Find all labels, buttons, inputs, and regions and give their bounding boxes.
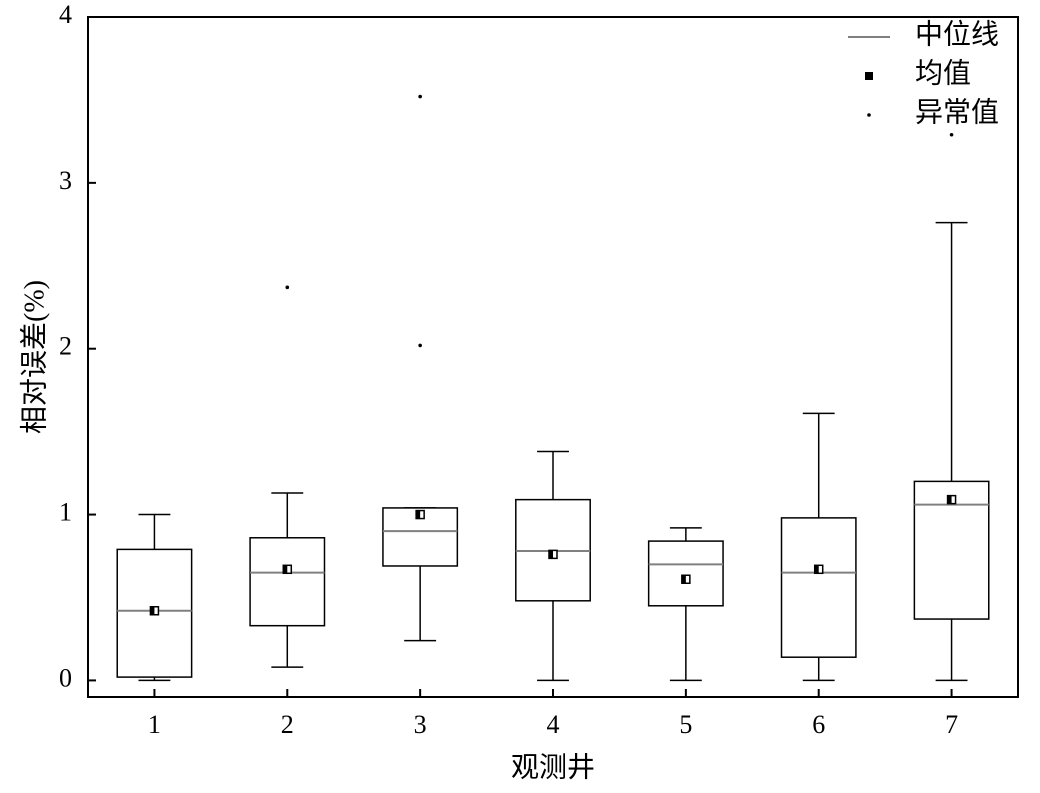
legend-label: 中位线 [915, 18, 999, 50]
y-tick-label: 2 [59, 332, 72, 361]
mean-marker [415, 509, 425, 520]
legend-outlier-swatch [867, 113, 871, 117]
mean-marker [946, 494, 957, 505]
mean-marker [548, 549, 558, 560]
x-tick-label: 4 [547, 710, 560, 739]
outlier [418, 343, 422, 348]
x-tick-label: 6 [812, 710, 825, 739]
x-axis-label: 观测井 [511, 751, 595, 783]
legend-label: 异常值 [915, 96, 999, 128]
x-tick-label: 2 [281, 710, 294, 739]
mean-marker [681, 574, 691, 584]
mean-marker [282, 564, 293, 575]
y-tick-label: 3 [59, 166, 72, 195]
mean-marker [149, 606, 160, 616]
legend-label: 均值 [915, 57, 971, 89]
y-axis-label: 相对误差(%) [18, 280, 50, 434]
x-tick-label: 7 [945, 710, 958, 739]
mean-marker [813, 564, 824, 575]
outlier [285, 285, 290, 290]
y-tick-label: 1 [59, 498, 72, 527]
outlier [949, 132, 954, 137]
y-tick-label: 0 [59, 663, 72, 692]
legend-mean-swatch [865, 72, 873, 80]
box [780, 517, 857, 658]
y-tick-label: 4 [59, 0, 72, 29]
outlier [418, 94, 422, 99]
box [647, 540, 724, 607]
x-tick-label: 3 [414, 710, 427, 739]
box [249, 537, 326, 627]
x-tick-label: 5 [679, 710, 692, 739]
x-tick-label: 1 [148, 710, 161, 739]
